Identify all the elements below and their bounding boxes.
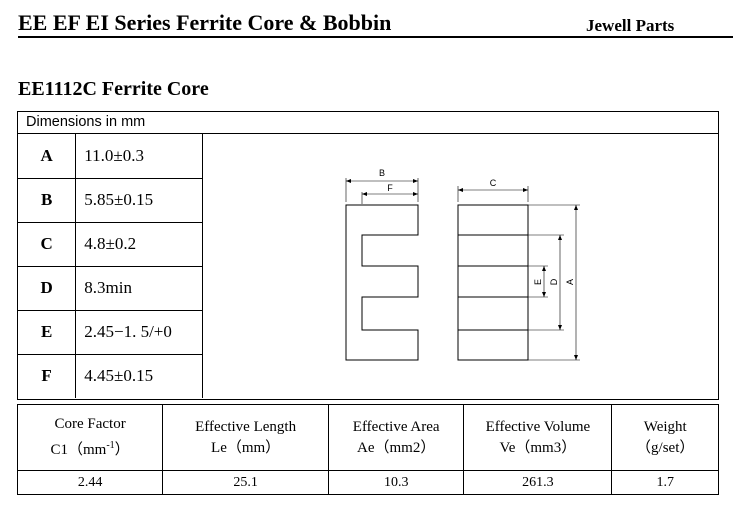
dimension-key: E	[18, 310, 77, 355]
header-unit: Ve（mm3）	[499, 439, 577, 456]
header-weight: Weight （g/set）	[611, 404, 719, 471]
value-core-factor: 2.44	[16, 470, 164, 495]
header-unit: （g/set）	[636, 439, 695, 456]
dimension-value: 4.45±0.15	[75, 354, 203, 398]
properties-value-row: 2.44 25.1 10.3 261.3 1.7	[16, 470, 719, 495]
label-f: F	[387, 183, 393, 193]
header-line: Effective Volume	[485, 418, 591, 435]
value-weight: 1.7	[611, 470, 719, 495]
dimension-value: 11.0±0.3	[75, 134, 203, 179]
label-a: A	[565, 279, 575, 285]
header-unit-end: ）	[114, 442, 130, 458]
label-b: B	[379, 168, 385, 178]
properties-table: Core Factor C1（mm-1） Effective Length Le…	[16, 404, 719, 495]
arrow	[558, 325, 562, 330]
arrow	[413, 192, 418, 196]
arrow	[458, 188, 463, 192]
value-effective-area: 10.3	[328, 470, 465, 495]
dimension-row: F 4.45±0.15	[18, 354, 203, 398]
header-unit: Le（mm）	[211, 439, 281, 456]
dimension-row: B 5.85±0.15	[18, 178, 203, 223]
dimension-key: C	[18, 222, 77, 267]
arrow	[542, 292, 546, 297]
brand-name: Jewell Parts	[586, 16, 675, 35]
arrow	[574, 355, 578, 360]
header-effective-volume: Effective Volume Ve（mm3）	[463, 404, 613, 471]
header-effective-area: Effective Area Ae（mm2）	[328, 404, 465, 471]
label-e: E	[533, 279, 543, 285]
dimension-key: F	[18, 354, 77, 398]
dimension-value: 5.85±0.15	[75, 178, 203, 223]
value-effective-length: 25.1	[162, 470, 330, 495]
document-title: EE EF EI Series Ferrite Core & Bobbin	[18, 10, 392, 35]
header-unit-sup: -1	[106, 440, 115, 451]
dimension-key: D	[18, 266, 77, 311]
arrow	[346, 179, 351, 183]
properties-header-row: Core Factor C1（mm-1） Effective Length Le…	[16, 404, 719, 471]
product-title: EE1112C Ferrite Core	[18, 78, 209, 100]
label-c: C	[490, 178, 497, 188]
header-unit-main: C1（mm	[50, 442, 107, 458]
core-drawing: B F C E D A	[345, 168, 580, 361]
dimension-value: 4.8±0.2	[75, 222, 203, 267]
header-line: Effective Length	[195, 418, 297, 435]
header-unit: Ae（mm2）	[357, 439, 436, 456]
dimension-row: E 2.45−1. 5/+0	[18, 310, 203, 355]
header-core-factor: Core Factor C1（mm-1）	[16, 404, 164, 471]
label-d: D	[549, 278, 559, 285]
arrow	[558, 235, 562, 240]
arrow	[362, 192, 367, 196]
header-effective-length: Effective Length Le（mm）	[162, 404, 330, 471]
dimension-row: C 4.8±0.2	[18, 222, 203, 267]
header-rule	[18, 36, 733, 38]
arrow	[523, 188, 528, 192]
header-unit: C1（mm-1）	[18, 435, 162, 461]
dimensions-heading: Dimensions in mm	[18, 112, 718, 134]
e-core-outline	[345, 204, 419, 361]
value-effective-volume: 261.3	[463, 470, 613, 495]
dimensions-panel: Dimensions in mm A 11.0±0.3 B 5.85±0.15 …	[17, 111, 719, 400]
header-line: Weight	[643, 418, 687, 435]
side-view-outline	[457, 204, 529, 361]
dimension-row: D 8.3min	[18, 266, 203, 311]
arrow	[542, 266, 546, 271]
dimension-value: 2.45−1. 5/+0	[75, 310, 203, 355]
arrow	[413, 179, 418, 183]
dimension-value: 8.3min	[75, 266, 203, 311]
header-line: Core Factor	[54, 416, 126, 432]
dimension-key: B	[18, 178, 77, 223]
dimension-key: A	[18, 134, 77, 179]
dimension-row: A 11.0±0.3	[18, 134, 203, 179]
arrow	[574, 205, 578, 210]
dimensions-table: A 11.0±0.3 B 5.85±0.15 C 4.8±0.2 D 8.3mi…	[18, 134, 203, 398]
header-line: Effective Area	[352, 418, 440, 435]
